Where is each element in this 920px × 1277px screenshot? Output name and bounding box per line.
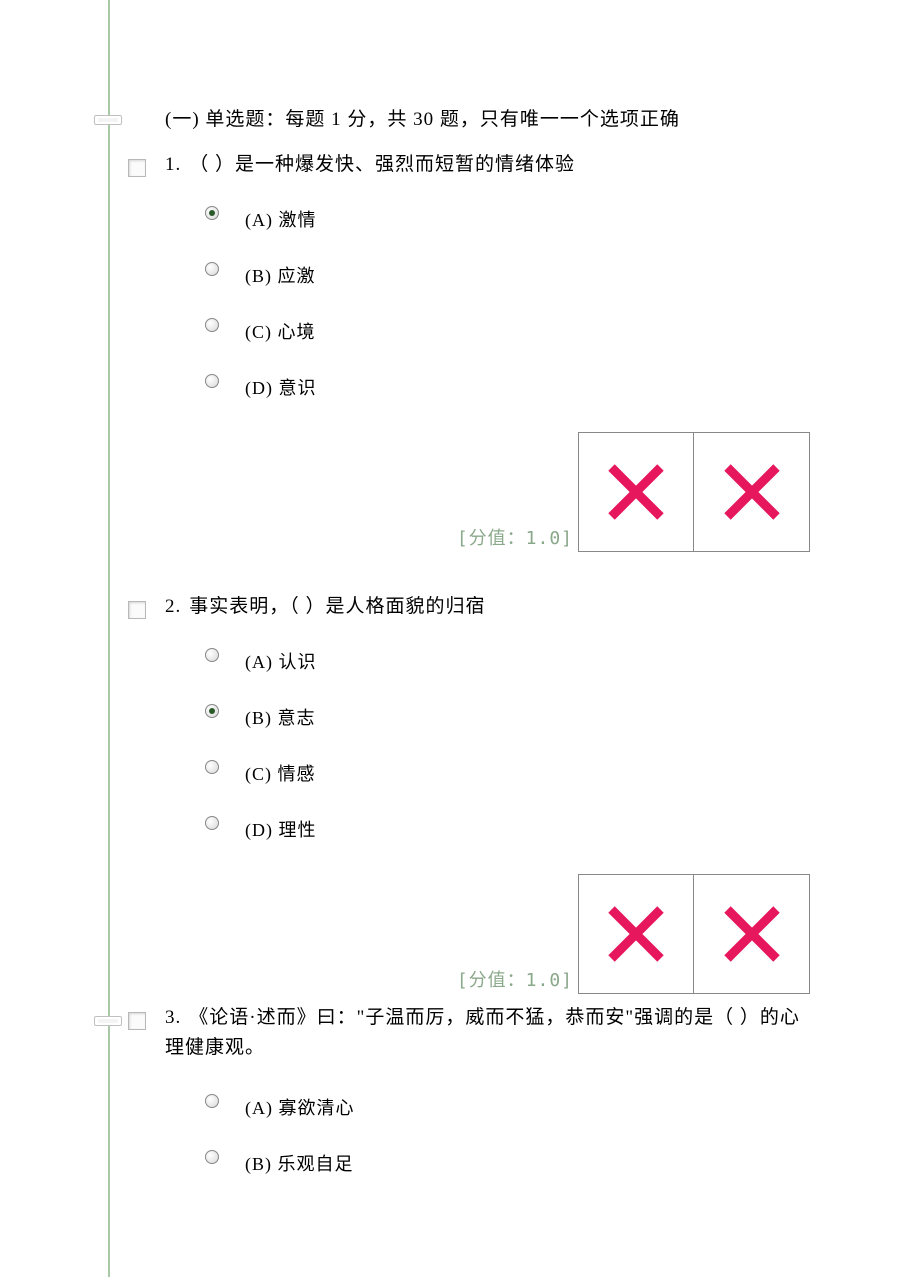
radio-icon[interactable]: [205, 1150, 219, 1164]
section-title: (一) 单选题：每题 1 分，共 30 题，只有唯一一个选项正确: [165, 105, 810, 135]
question-block: 2. 事实表明，（ ）是人格面貌的归宿 (A) 认识 (B) 意志 (C) 情感 …: [165, 592, 810, 992]
radio-icon[interactable]: [205, 206, 219, 220]
question-text: 1. （ ）是一种爆发快、强烈而短暂的情绪体验: [165, 150, 810, 180]
option-row[interactable]: (A) 寡欲清心: [165, 1094, 810, 1120]
binder-hole: [94, 115, 122, 125]
mark-cell: [579, 433, 694, 551]
radio-icon[interactable]: [205, 318, 219, 332]
option-row[interactable]: (B) 应激: [165, 262, 810, 288]
option-row[interactable]: (C) 情感: [165, 760, 810, 786]
score-row: [分值：1.0]: [165, 872, 810, 992]
option-row[interactable]: (C) 心境: [165, 318, 810, 344]
mark-cell: [694, 875, 809, 993]
question-stem: （ ）是一种爆发快、强烈而短暂的情绪体验: [189, 154, 575, 175]
mark-cell: [694, 433, 809, 551]
score-label: [分值：1.0]: [457, 524, 573, 550]
question-number: 2.: [165, 596, 181, 617]
question-block: 3.《论语·述而》曰："子温而厉，威而不猛，恭而安"强调的是（ ）的心理健康观。…: [165, 1003, 810, 1206]
x-mark-icon: [717, 457, 787, 527]
mark-boxes: [578, 874, 810, 994]
question-text: 3.《论语·述而》曰："子温而厉，威而不猛，恭而安"强调的是（ ）的心理健康观。: [165, 1003, 810, 1064]
radio-icon[interactable]: [205, 262, 219, 276]
options-list: (A) 寡欲清心 (B) 乐观自足: [165, 1094, 810, 1176]
option-label: (A) 寡欲清心: [245, 1094, 355, 1120]
option-row[interactable]: (A) 激情: [165, 206, 810, 232]
binder-hole: [94, 1016, 122, 1026]
option-label: (C) 心境: [245, 318, 316, 344]
mark-boxes: [578, 432, 810, 552]
option-row[interactable]: (B) 乐观自足: [165, 1150, 810, 1176]
quiz-page: (一) 单选题：每题 1 分，共 30 题，只有唯一一个选项正确 1. （ ）是一…: [0, 0, 920, 1277]
radio-icon[interactable]: [205, 704, 219, 718]
radio-icon[interactable]: [205, 816, 219, 830]
option-label: (B) 意志: [245, 704, 316, 730]
option-label: (B) 应激: [245, 262, 316, 288]
score-label: [分值：1.0]: [457, 966, 573, 992]
question-number: 3.: [165, 1007, 181, 1028]
x-mark-icon: [601, 457, 671, 527]
left-margin-line: [108, 0, 110, 1277]
question-text: 2. 事实表明，（ ）是人格面貌的归宿: [165, 592, 810, 622]
mark-cell: [579, 875, 694, 993]
radio-icon[interactable]: [205, 648, 219, 662]
option-row[interactable]: (B) 意志: [165, 704, 810, 730]
options-list: (A) 认识 (B) 意志 (C) 情感 (D) 理性: [165, 648, 810, 842]
option-label: (A) 认识: [245, 648, 317, 674]
option-label: (B) 乐观自足: [245, 1150, 354, 1176]
x-mark-icon: [717, 899, 787, 969]
radio-icon[interactable]: [205, 1094, 219, 1108]
question-checkbox[interactable]: [128, 1012, 146, 1030]
question-checkbox[interactable]: [128, 159, 146, 177]
question-stem: 事实表明，（ ）是人格面貌的归宿: [189, 596, 485, 617]
question-stem: 《论语·述而》曰："子温而厉，威而不猛，恭而安"强调的是（ ）的心理健康观。: [165, 1007, 800, 1058]
options-list: (A) 激情 (B) 应激 (C) 心境 (D) 意识: [165, 206, 810, 400]
question-checkbox[interactable]: [128, 601, 146, 619]
radio-icon[interactable]: [205, 760, 219, 774]
option-row[interactable]: (D) 理性: [165, 816, 810, 842]
option-label: (D) 意识: [245, 374, 317, 400]
option-label: (A) 激情: [245, 206, 317, 232]
x-mark-icon: [601, 899, 671, 969]
score-row: [分值：1.0]: [165, 430, 810, 550]
question-block: 1. （ ）是一种爆发快、强烈而短暂的情绪体验 (A) 激情 (B) 应激 (C)…: [165, 150, 810, 550]
option-row[interactable]: (A) 认识: [165, 648, 810, 674]
option-label: (D) 理性: [245, 816, 317, 842]
section-title-row: (一) 单选题：每题 1 分，共 30 题，只有唯一一个选项正确: [165, 105, 810, 135]
radio-icon[interactable]: [205, 374, 219, 388]
question-number: 1.: [165, 154, 181, 175]
option-row[interactable]: (D) 意识: [165, 374, 810, 400]
option-label: (C) 情感: [245, 760, 316, 786]
